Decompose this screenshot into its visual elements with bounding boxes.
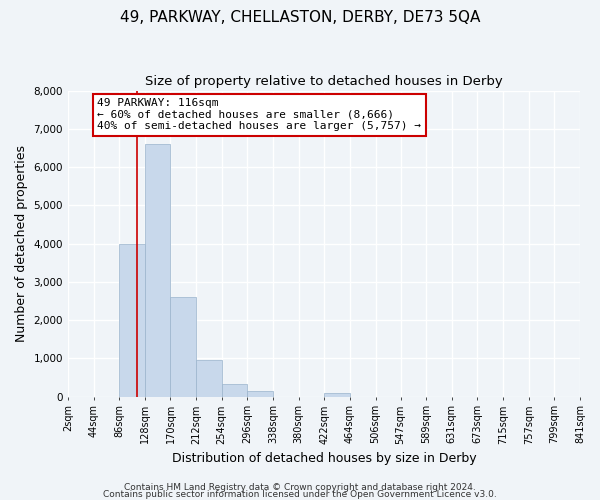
Bar xyxy=(170,297,196,396)
Bar xyxy=(196,360,222,397)
Text: Contains HM Land Registry data © Crown copyright and database right 2024.: Contains HM Land Registry data © Crown c… xyxy=(124,484,476,492)
Text: 49, PARKWAY, CHELLASTON, DERBY, DE73 5QA: 49, PARKWAY, CHELLASTON, DERBY, DE73 5QA xyxy=(120,10,480,25)
X-axis label: Distribution of detached houses by size in Derby: Distribution of detached houses by size … xyxy=(172,452,476,465)
Title: Size of property relative to detached houses in Derby: Size of property relative to detached ho… xyxy=(145,75,503,88)
Text: Contains public sector information licensed under the Open Government Licence v3: Contains public sector information licen… xyxy=(103,490,497,499)
Bar xyxy=(247,391,273,396)
Bar xyxy=(119,244,145,396)
Bar xyxy=(145,144,170,397)
Bar xyxy=(324,392,350,396)
Bar xyxy=(222,384,247,396)
Y-axis label: Number of detached properties: Number of detached properties xyxy=(15,145,28,342)
Text: 49 PARKWAY: 116sqm
← 60% of detached houses are smaller (8,666)
40% of semi-deta: 49 PARKWAY: 116sqm ← 60% of detached hou… xyxy=(97,98,421,132)
